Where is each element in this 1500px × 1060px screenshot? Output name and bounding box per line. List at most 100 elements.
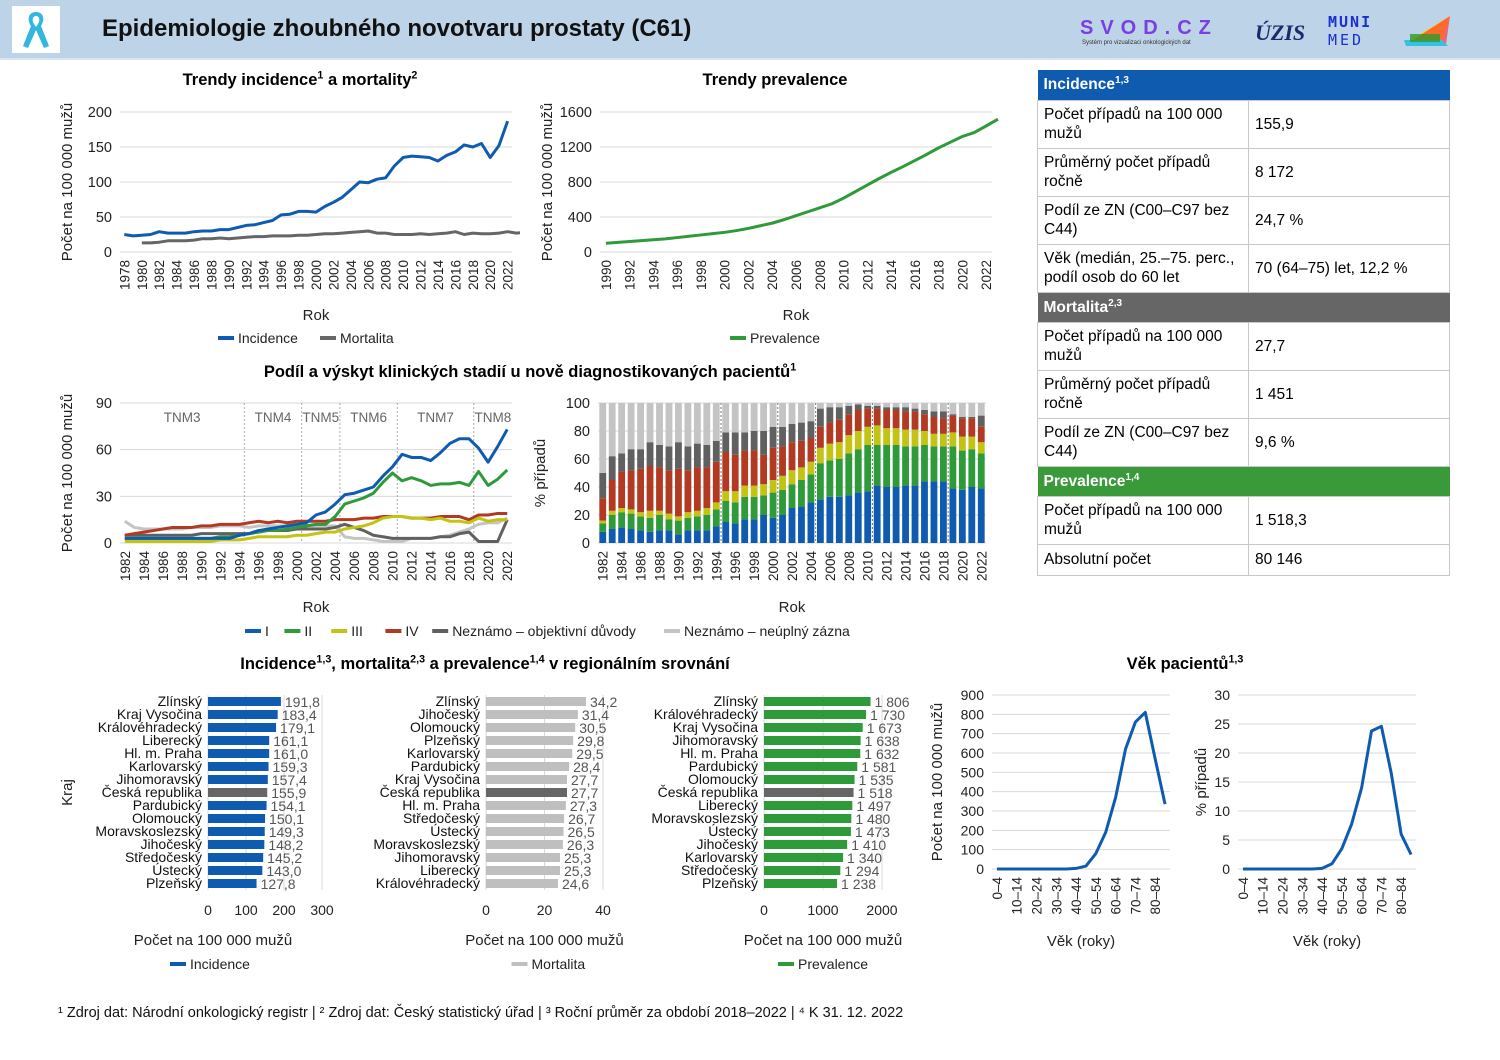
stacked-bar-segment bbox=[750, 485, 758, 497]
y-axis-title: Počet na 100 000 mužů bbox=[59, 394, 76, 552]
x-tick-label: 2002 bbox=[309, 551, 324, 581]
x-tick-label: 2014 bbox=[431, 260, 446, 291]
x-tick-label: 1996 bbox=[252, 551, 267, 581]
stacked-bar-segment bbox=[656, 510, 663, 515]
stacked-bar-segment bbox=[646, 442, 654, 466]
stacked-bar-segment bbox=[902, 407, 909, 412]
region-bar bbox=[208, 697, 281, 706]
stacked-bar-segment bbox=[873, 405, 881, 409]
y-tick-label: 0 bbox=[1222, 861, 1230, 877]
x-tick-label: 2022 bbox=[500, 551, 515, 581]
region-bar bbox=[764, 710, 867, 719]
stacked-bar-segment bbox=[712, 403, 720, 441]
value-label: 1 480 bbox=[855, 811, 890, 827]
stacked-bar-segment bbox=[902, 429, 909, 447]
x-tick-label: 1998 bbox=[271, 551, 286, 581]
x-tick-label: 2006 bbox=[361, 260, 376, 290]
stacked-bar-segment bbox=[826, 422, 834, 444]
stacked-bar-segment bbox=[958, 418, 966, 437]
x-axis-title: Věk (roky) bbox=[1047, 933, 1115, 950]
series-line-prevalence bbox=[605, 117, 999, 245]
legend-label: Incidence bbox=[190, 956, 250, 972]
stacked-bar-segment bbox=[646, 403, 654, 443]
x-tick-label: 40 bbox=[595, 902, 611, 918]
region-bar bbox=[208, 710, 278, 719]
stacked-bar-segment bbox=[693, 530, 701, 543]
legend-label: Prevalence bbox=[750, 330, 820, 346]
stacked-bar-segment bbox=[741, 485, 749, 497]
x-tick-label: 2012 bbox=[405, 551, 420, 581]
region-label: Olomoucký bbox=[688, 771, 758, 787]
y-axis-title: % případů bbox=[532, 439, 549, 507]
stacked-bar-segment bbox=[788, 403, 796, 424]
stacked-bar-segment bbox=[816, 463, 824, 500]
region-bar bbox=[208, 749, 270, 758]
stacked-bar-segment bbox=[968, 449, 976, 487]
stacked-bar-segment bbox=[788, 508, 796, 543]
value-label: 31,4 bbox=[582, 707, 609, 723]
stacked-bar-segment bbox=[892, 428, 900, 445]
stacked-bar-segment bbox=[873, 425, 881, 445]
stacked-bar-segment bbox=[883, 487, 891, 543]
x-tick-label: 1992 bbox=[213, 551, 228, 581]
prevalence-trend-title: Trendy prevalence bbox=[702, 71, 848, 89]
row-value: 9,6 % bbox=[1248, 417, 1450, 467]
stacked-bar-segment bbox=[835, 459, 843, 497]
x-tick-label: 2000 bbox=[290, 551, 305, 581]
region-label: Olomoucký bbox=[132, 810, 202, 826]
stacked-bar-segment bbox=[921, 410, 928, 415]
x-tick-label: 200 bbox=[272, 902, 296, 918]
stage-line bbox=[124, 511, 508, 537]
value-label: 29,5 bbox=[576, 746, 603, 762]
value-label: 127,8 bbox=[261, 876, 296, 892]
value-label: 1 535 bbox=[859, 772, 894, 788]
x-tick-label: 1982 bbox=[118, 551, 133, 581]
stacked-bar-segment bbox=[627, 529, 635, 543]
stacked-bar-segment bbox=[835, 403, 843, 408]
stacked-bar-segment bbox=[816, 403, 824, 409]
stacked-bar-segment bbox=[826, 496, 834, 543]
region-label: Liberecký bbox=[142, 732, 202, 748]
x-tick-label: 2020 bbox=[955, 260, 970, 290]
stacked-bar-segment bbox=[760, 515, 768, 543]
svod-logo-subtitle: Systém pro vizualizaci onkologických dat bbox=[1082, 40, 1191, 46]
x-tick-label: 1986 bbox=[187, 260, 202, 290]
value-label: 26,3 bbox=[567, 837, 594, 853]
region-bar bbox=[486, 736, 574, 745]
x-tick-label: 2016 bbox=[443, 551, 458, 581]
region-label: Ústecký bbox=[152, 862, 202, 878]
table-row: Počet případů na 100 000 mužů 1 518,3 bbox=[1037, 495, 1450, 545]
stacked-bar-segment bbox=[845, 403, 853, 406]
y-tick-label: 25 bbox=[1214, 716, 1230, 732]
value-label: 27,3 bbox=[570, 798, 597, 814]
x-tick-label: 2016 bbox=[917, 551, 932, 581]
value-label: 1 806 bbox=[875, 694, 910, 710]
stacked-bar-segment bbox=[864, 408, 872, 427]
y-axis-title: Počet na 100 000 mužů bbox=[59, 103, 76, 261]
region-label: Plzeňský bbox=[424, 732, 480, 748]
stacked-bar-segment bbox=[921, 481, 928, 543]
stacked-bar-segment bbox=[693, 403, 701, 444]
x-tick-label: 50–54 bbox=[1335, 877, 1350, 915]
stacked-bar-segment bbox=[646, 510, 654, 518]
stacked-bar-segment bbox=[977, 488, 985, 543]
x-tick-label: 20–24 bbox=[1030, 877, 1045, 915]
y-tick-label: 600 bbox=[961, 745, 985, 761]
x-tick-label: 100 bbox=[234, 902, 258, 918]
x-tick-label: 1992 bbox=[690, 551, 705, 581]
stacked-bar-segment bbox=[883, 407, 891, 410]
age-rate-chart: 0 100 200 300 400 500 600 700 800 900 Počet na 100… bbox=[929, 687, 1170, 950]
x-tick-label: 2008 bbox=[379, 260, 394, 290]
stacked-bar-segment bbox=[712, 440, 720, 462]
ribbon-logo bbox=[12, 6, 60, 53]
y-tick-label: 1200 bbox=[560, 140, 592, 156]
stacked-bar-segment bbox=[911, 446, 919, 486]
region-bar bbox=[764, 697, 871, 706]
table-row: Průměrný počet případů ročně 1 451 bbox=[1037, 369, 1450, 419]
value-label: 26,5 bbox=[568, 824, 595, 840]
region-bar bbox=[486, 697, 587, 706]
x-tick-label: 2006 bbox=[347, 551, 362, 581]
value-label: 1 497 bbox=[856, 798, 891, 814]
stacked-bar-segment bbox=[722, 452, 730, 492]
stacked-bar-segment bbox=[712, 509, 720, 527]
